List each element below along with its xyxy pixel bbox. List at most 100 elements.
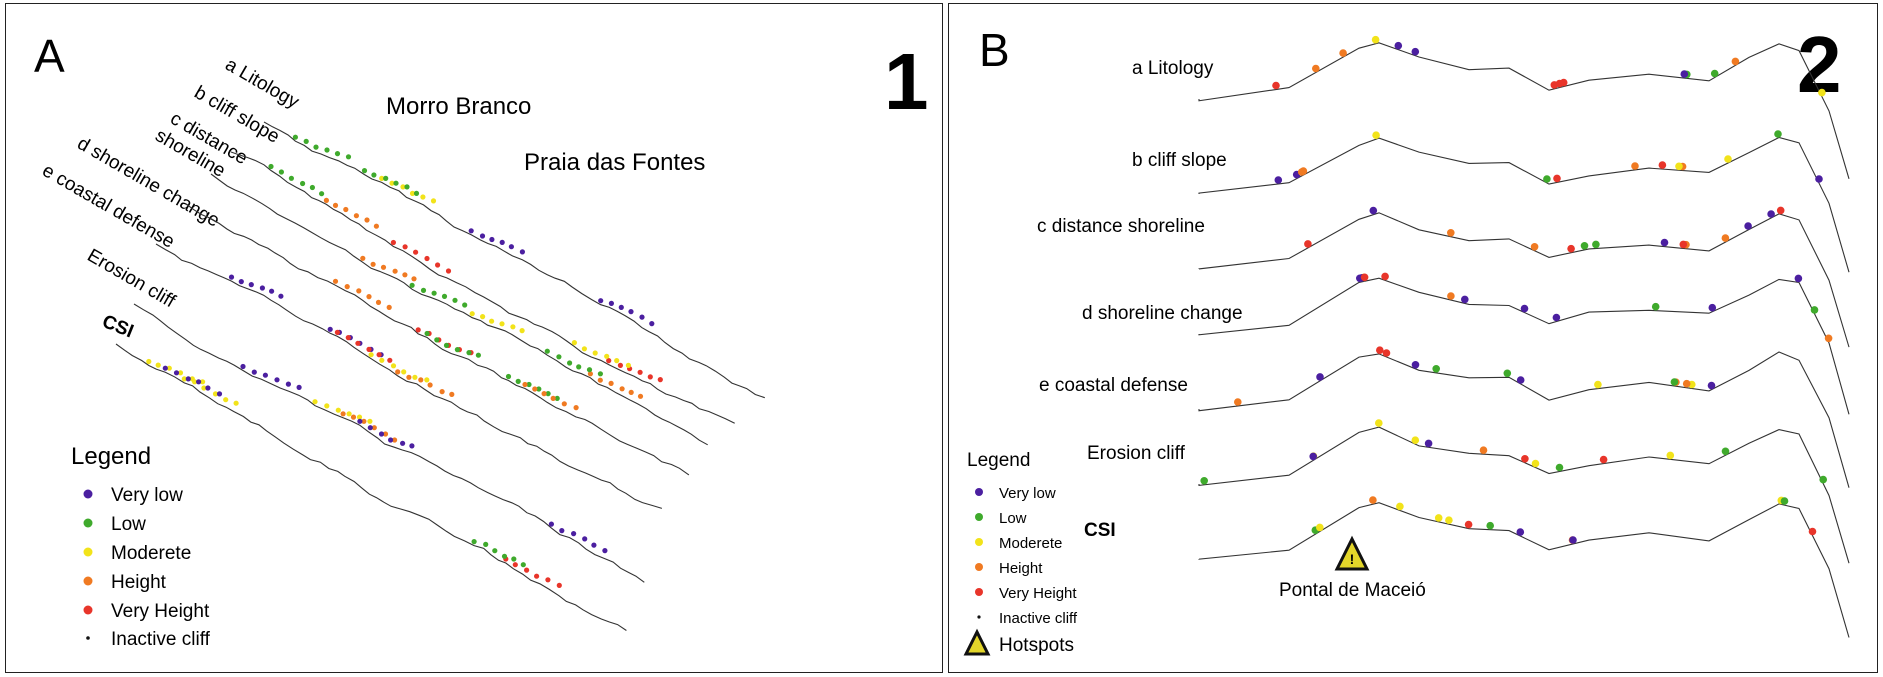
place-morro-branco: Morro Branco — [386, 93, 531, 120]
score-dot — [532, 386, 538, 392]
score-dot — [556, 354, 562, 360]
score-dot — [1531, 459, 1540, 468]
score-dot — [400, 184, 406, 190]
score-dot — [471, 539, 477, 545]
score-dot — [1486, 521, 1494, 530]
score-dot — [499, 239, 505, 245]
hotspot-exclamation-icon: ! — [1350, 551, 1355, 567]
score-dot — [587, 371, 594, 377]
coastline-track — [263, 121, 765, 399]
coastline-track — [1198, 426, 1850, 564]
legend-a-inactive: Inactive cliff — [111, 629, 211, 650]
score-dot — [392, 268, 398, 274]
legend-a-swatch-moderate — [83, 547, 93, 557]
score-dot — [1666, 451, 1675, 460]
panel-a-number: 1 — [884, 37, 929, 126]
panel-a-map: A 1 Morro Branco Praia das Fontes a Lito… — [34, 30, 929, 650]
coastline-track — [155, 243, 663, 509]
score-dot — [269, 288, 275, 294]
score-dot — [155, 362, 161, 368]
score-dot — [524, 567, 530, 573]
score-dot — [581, 346, 588, 352]
score-dot — [285, 381, 291, 387]
coastline-track — [1198, 212, 1850, 348]
score-dot — [637, 393, 644, 399]
score-dot — [415, 327, 421, 333]
legend-b-swatch-height — [975, 563, 983, 571]
score-dot — [288, 175, 294, 181]
score-dot — [520, 562, 526, 568]
score-dot — [573, 405, 579, 411]
score-dot — [431, 290, 437, 296]
score-dot — [345, 335, 351, 341]
score-dot — [1682, 379, 1691, 388]
score-dot — [1679, 240, 1688, 249]
score-dot — [1381, 272, 1389, 281]
score-dot — [443, 342, 450, 348]
score-dot — [508, 244, 514, 250]
score-dot — [618, 304, 624, 310]
score-dot — [1660, 238, 1669, 247]
score-dots-a — [146, 134, 663, 589]
score-dot — [462, 302, 468, 308]
score-dot — [1309, 452, 1317, 461]
score-dot — [480, 314, 486, 320]
legend-b-swatch-low — [975, 513, 983, 521]
score-dot — [1520, 304, 1529, 313]
score-dot — [452, 297, 458, 303]
score-dot — [598, 298, 604, 304]
legend-b-low: Low — [999, 510, 1027, 527]
score-dot — [278, 293, 284, 299]
legend-a: Legend Very low Low Moderete Height Very… — [71, 443, 211, 650]
score-dot — [1744, 222, 1752, 230]
coastline-track — [210, 173, 708, 446]
score-dot — [196, 379, 202, 385]
score-dot — [357, 418, 363, 424]
score-dot — [479, 233, 486, 239]
score-dot — [392, 437, 398, 443]
coastline-track — [230, 151, 735, 424]
score-dot — [335, 407, 341, 413]
score-dot — [1424, 439, 1433, 448]
score-dot — [597, 377, 603, 383]
score-dot — [350, 414, 357, 420]
score-dot — [1708, 303, 1717, 312]
score-dot — [561, 401, 567, 407]
score-dot — [1594, 380, 1602, 389]
b-criterion-a-litology: a Litology — [1132, 58, 1214, 79]
score-dot — [327, 326, 333, 332]
b-criterion-erosion-cliff: Erosion cliff — [1087, 443, 1186, 464]
score-dot — [402, 272, 408, 278]
score-dot — [367, 418, 373, 424]
score-dot — [427, 382, 433, 388]
score-dot — [604, 353, 610, 359]
score-dot — [411, 276, 417, 282]
score-dot — [324, 147, 330, 153]
score-dot — [1776, 206, 1785, 215]
legend-a-very-height: Very Height — [111, 601, 210, 622]
score-dot — [1516, 528, 1525, 536]
score-dots-b — [1200, 35, 1833, 544]
score-dot — [274, 377, 280, 383]
score-dot — [505, 373, 512, 380]
b-criterion-b-cliff-slope: b cliff slope — [1132, 150, 1227, 171]
score-dot — [519, 328, 525, 334]
score-dot — [395, 369, 401, 375]
score-dot — [1559, 78, 1568, 87]
score-dot — [361, 418, 367, 424]
score-dot — [177, 370, 184, 376]
score-dot — [554, 395, 560, 401]
score-dot — [489, 318, 495, 324]
score-dot — [515, 378, 521, 384]
score-dot — [292, 134, 298, 140]
score-dot — [353, 213, 359, 219]
score-dot — [1721, 447, 1730, 456]
score-dot — [619, 386, 625, 392]
score-dot — [383, 175, 389, 181]
score-dot — [526, 381, 532, 388]
coastline-track — [1198, 42, 1850, 179]
score-dot — [1432, 365, 1440, 373]
score-dot — [424, 255, 430, 262]
score-dot — [606, 358, 612, 364]
score-dot — [409, 443, 415, 449]
